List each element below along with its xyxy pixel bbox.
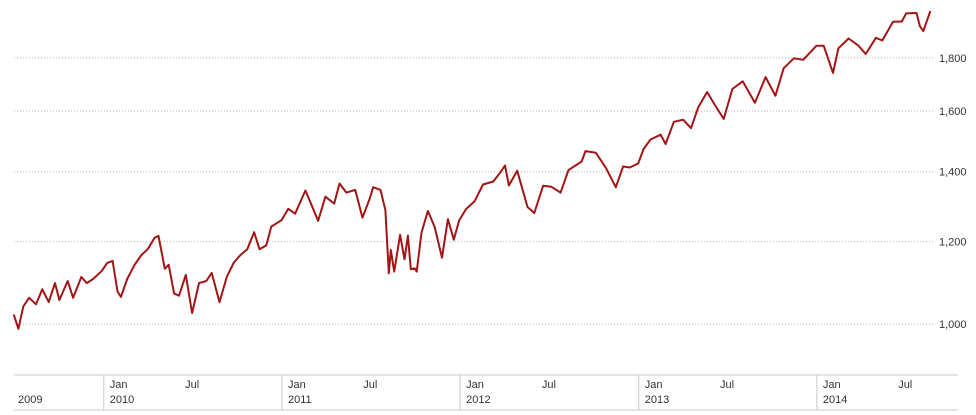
y-tick-label: 1,400 [939, 167, 967, 179]
x-month-tick-label: Jul [363, 379, 377, 391]
x-year-label: 2012 [466, 394, 490, 406]
x-month-tick-label: Jul [898, 379, 912, 391]
x-axis: 2009 2010 2011 2012 2013 2014 Jan Jul Jan Jul Jan J… [14, 374, 958, 411]
grid-lines [14, 57, 935, 325]
x-month-tick-label: Jan [823, 379, 841, 391]
x-month-tick-label: Jul [542, 379, 556, 391]
series-line [13, 10, 932, 330]
series-lines [13, 10, 932, 330]
x-year-label: 2014 [823, 394, 847, 406]
x-month-tick-label: Jan [466, 379, 484, 391]
x-month-tick-label: Jan [110, 379, 128, 391]
x-year-label: 2011 [288, 394, 312, 406]
x-month-tick-label: Jan [288, 379, 306, 391]
y-tick-label: 1,000 [939, 319, 967, 331]
x-year-label: 2013 [645, 394, 669, 406]
y-axis-tick-labels: 1,000 1,200 1,400 1,600 1,800 [939, 53, 967, 331]
y-tick-label: 1,800 [939, 53, 967, 65]
x-month-tick-label: Jan [645, 379, 663, 391]
x-year-label: 2010 [110, 394, 134, 406]
y-tick-label: 1,200 [939, 237, 967, 249]
x-year-label: 2009 [18, 394, 42, 406]
y-tick-label: 1,600 [939, 106, 967, 118]
x-month-tick-label: Jul [720, 379, 734, 391]
x-month-tick-label: Jul [185, 379, 199, 391]
